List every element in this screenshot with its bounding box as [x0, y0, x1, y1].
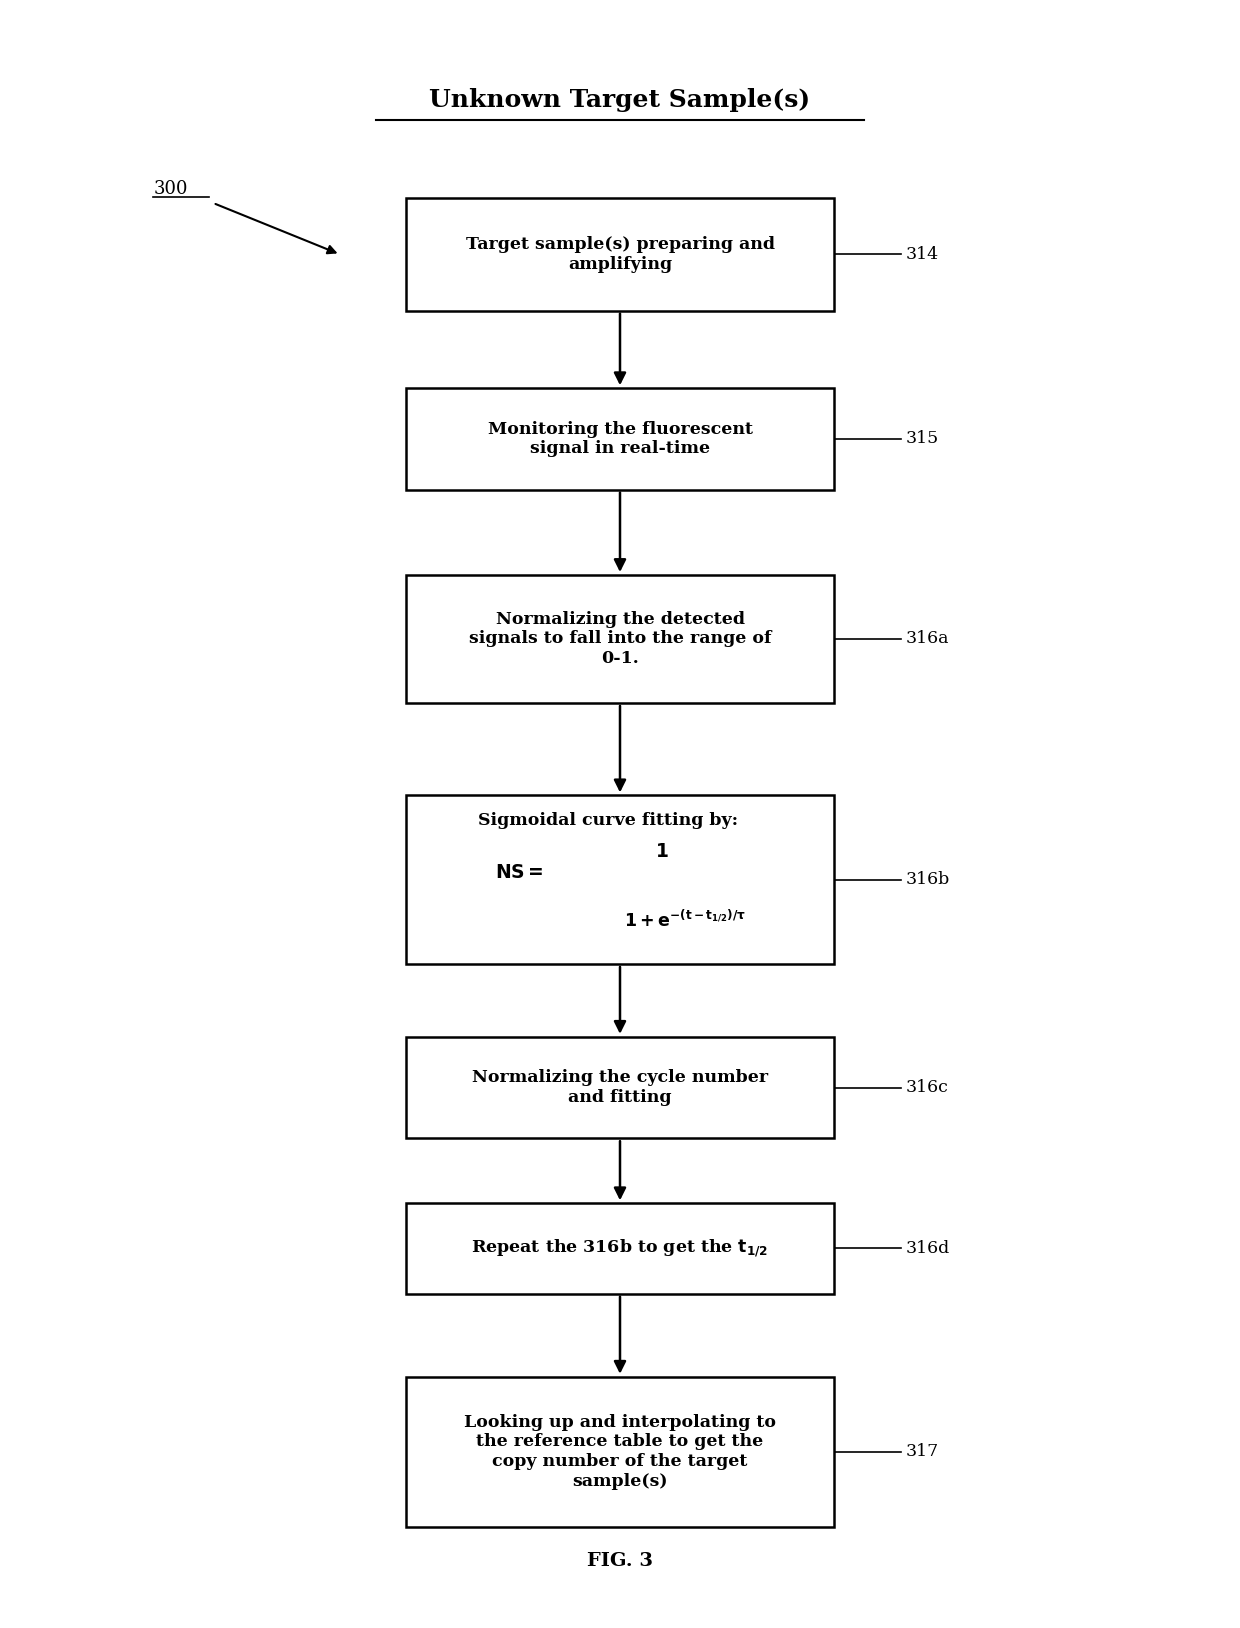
- Text: $\mathbf{1 + e^{-(t-t_{1/2})/\tau}}$: $\mathbf{1 + e^{-(t-t_{1/2})/\tau}}$: [625, 910, 746, 931]
- Text: Target sample(s) preparing and
amplifying: Target sample(s) preparing and amplifyin…: [465, 236, 775, 274]
- Bar: [405, 1203, 835, 1294]
- Bar: [405, 387, 835, 490]
- Text: Normalizing the detected
signals to fall into the range of
0-1.: Normalizing the detected signals to fall…: [469, 610, 771, 667]
- Text: Looking up and interpolating to
the reference table to get the
copy number of th: Looking up and interpolating to the refe…: [464, 1413, 776, 1490]
- Bar: [405, 1037, 835, 1138]
- Text: 316d: 316d: [905, 1241, 950, 1257]
- Text: 314: 314: [905, 246, 939, 264]
- Bar: [405, 199, 835, 311]
- Text: FIG. 3: FIG. 3: [587, 1551, 653, 1569]
- Text: Normalizing the cycle number
and fitting: Normalizing the cycle number and fitting: [472, 1070, 768, 1105]
- Text: Repeat the 316b to get the $\mathbf{t_{1/2}}$: Repeat the 316b to get the $\mathbf{t_{1…: [471, 1237, 769, 1260]
- Text: Sigmoidal curve fitting by:: Sigmoidal curve fitting by:: [479, 812, 738, 829]
- Text: 315: 315: [905, 430, 939, 448]
- Bar: [405, 794, 835, 964]
- Text: 316b: 316b: [905, 871, 950, 889]
- Text: 316a: 316a: [905, 630, 949, 648]
- Text: 316c: 316c: [905, 1079, 949, 1096]
- Text: 300: 300: [154, 179, 188, 199]
- Text: $\mathbf{1}$: $\mathbf{1}$: [655, 843, 668, 861]
- Text: 317: 317: [905, 1442, 939, 1460]
- Bar: [405, 1377, 835, 1527]
- Bar: [405, 575, 835, 703]
- Text: Unknown Target Sample(s): Unknown Target Sample(s): [429, 88, 811, 112]
- Text: $\mathbf{NS =}$: $\mathbf{NS =}$: [495, 864, 543, 882]
- Text: Monitoring the fluorescent
signal in real-time: Monitoring the fluorescent signal in rea…: [487, 420, 753, 457]
